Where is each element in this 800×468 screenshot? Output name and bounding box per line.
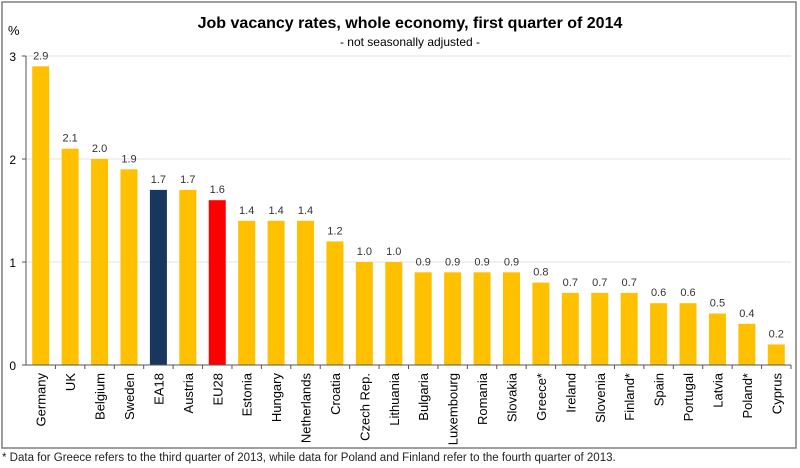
bar-eu28 [208, 200, 226, 365]
bar-slovakia [502, 272, 520, 365]
data-label: 0.4 [739, 308, 754, 320]
y-tick-label: 0 [9, 359, 16, 373]
y-tick-label: 1 [9, 256, 16, 270]
data-label: 1.2 [327, 225, 342, 237]
data-label: 2.1 [62, 133, 77, 145]
bar-portugal [679, 303, 697, 365]
x-tick-label: Latvia [710, 372, 725, 407]
x-tick-label: Finland* [622, 373, 637, 421]
x-tick-label: Greece* [534, 373, 549, 421]
x-tick-label: Lithuania [387, 372, 402, 426]
x-tick-label: Poland* [740, 373, 755, 419]
bar-bulgaria [414, 272, 432, 365]
data-label: 0.8 [533, 267, 548, 279]
bar-ea18 [149, 189, 167, 365]
x-tick-label: Sweden [122, 373, 137, 420]
x-tick-label: Cyprus [769, 373, 784, 415]
y-tick-label: 3 [9, 50, 16, 64]
bar-czech-rep [355, 262, 373, 365]
x-tick-label: Slovakia [504, 372, 519, 422]
x-tick-label: Bulgaria [416, 372, 431, 420]
data-label: 0.7 [563, 277, 578, 289]
data-label: 0.6 [680, 287, 695, 299]
data-label: 2.0 [92, 143, 107, 155]
x-tick-label: Austria [181, 372, 196, 413]
bar-slovenia [591, 292, 609, 365]
x-tick-label: UK [63, 373, 78, 391]
bar-finland [620, 292, 638, 365]
bar-sweden [120, 169, 138, 365]
data-label: 2.9 [33, 50, 48, 62]
bar-romania [473, 272, 491, 365]
x-tick-label: EA18 [151, 373, 166, 405]
x-tick-label: Luxembourg [446, 373, 461, 445]
data-label: 0.9 [416, 256, 431, 268]
data-label: 1.0 [386, 246, 401, 258]
footnote: * Data for Greece refers to the third qu… [2, 452, 616, 464]
data-label: 0.7 [592, 277, 607, 289]
x-tick-label: Netherlands [299, 373, 314, 444]
bar-austria [179, 189, 197, 365]
bar-netherlands [297, 220, 315, 365]
chart-subtitle: - not seasonally adjusted - [340, 35, 480, 49]
bar-croatia [326, 241, 344, 365]
data-label: 1.4 [298, 205, 313, 217]
x-tick-label: Estonia [240, 372, 255, 416]
bar-greece [532, 282, 550, 365]
x-tick-label: Croatia [328, 372, 343, 415]
y-tick-label: 2 [9, 153, 16, 167]
bar-germany [32, 66, 50, 366]
data-label: 1.6 [210, 184, 225, 196]
bar-belgium [91, 159, 109, 365]
bar-ireland [561, 292, 579, 365]
x-tick-label: Ireland [563, 373, 578, 413]
data-label: 0.9 [474, 256, 489, 268]
chart-title: Job vacancy rates, whole economy, first … [198, 15, 623, 32]
bar-uk [61, 148, 79, 365]
y-axis-label: % [8, 23, 20, 38]
bar-estonia [238, 220, 256, 365]
x-tick-label: Germany [34, 373, 49, 427]
data-label: 0.7 [622, 277, 637, 289]
bar-spain [650, 303, 668, 365]
bar-cyprus [767, 344, 785, 365]
bar-poland [738, 323, 756, 365]
x-tick-label: Czech Rep. [357, 373, 372, 441]
data-label: 0.9 [504, 256, 519, 268]
x-tick-label: Portugal [681, 373, 696, 422]
data-label: 0.9 [445, 256, 460, 268]
x-tick-label: Belgium [93, 373, 108, 420]
bar-luxembourg [444, 272, 462, 365]
data-label: 0.6 [651, 287, 666, 299]
data-label: 1.9 [121, 153, 136, 165]
bar-hungary [267, 220, 285, 365]
x-tick-label: Spain [652, 373, 667, 406]
data-label: 1.4 [268, 205, 283, 217]
data-label: 1.7 [180, 174, 195, 186]
x-tick-label: Hungary [269, 373, 284, 423]
data-label: 1.7 [151, 174, 166, 186]
bar-lithuania [385, 262, 403, 365]
x-tick-label: Slovenia [593, 372, 608, 423]
data-label: 1.4 [239, 205, 254, 217]
data-label: 0.2 [769, 328, 784, 340]
x-tick-label: EU28 [210, 373, 225, 406]
x-tick-label: Romania [475, 372, 490, 425]
bar-latvia [708, 313, 726, 365]
data-label: 1.0 [357, 246, 372, 258]
data-label: 0.5 [710, 298, 725, 310]
